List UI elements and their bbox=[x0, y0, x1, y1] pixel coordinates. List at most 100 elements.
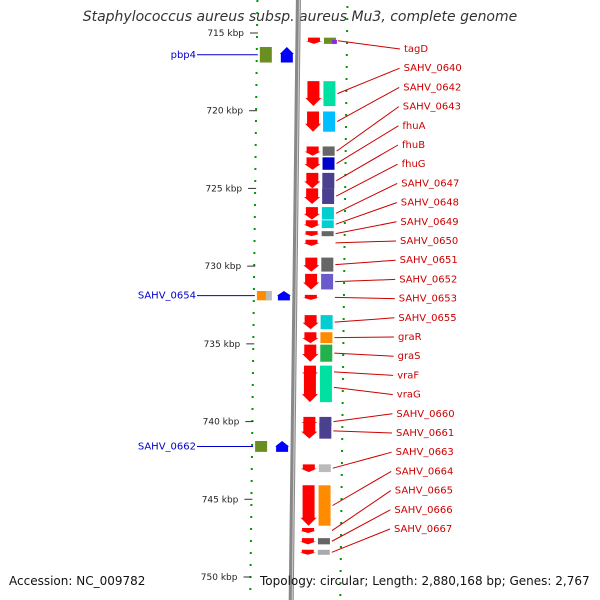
gene-arrow-reverse[interactable] bbox=[303, 273, 320, 290]
cog-category-box bbox=[319, 416, 332, 427]
gene-label-sahv_0662[interactable]: SAHV_0662 bbox=[138, 441, 196, 452]
gene-label-leader bbox=[333, 430, 393, 434]
track-tick-outer bbox=[345, 102, 348, 104]
gene-label-sahv_0664[interactable]: SAHV_0664 bbox=[395, 466, 453, 477]
gene-label-sahv_0667[interactable]: SAHV_0667 bbox=[394, 524, 452, 535]
track-tick-outer bbox=[341, 414, 344, 416]
track-tick-outer bbox=[344, 186, 347, 188]
track-tick-inner bbox=[255, 84, 258, 86]
gene-label-sahv_0648[interactable]: SAHV_0648 bbox=[401, 198, 459, 209]
gene-arrow-reverse[interactable] bbox=[301, 423, 318, 439]
gene-arrow-reverse[interactable] bbox=[304, 157, 321, 170]
gene-label-fhua[interactable]: fhuA bbox=[402, 121, 425, 132]
gene-label-leader bbox=[335, 202, 397, 225]
gene-label-sahv_0647[interactable]: SAHV_0647 bbox=[401, 178, 459, 189]
gene-arrow-reverse[interactable] bbox=[305, 81, 322, 107]
gene-label-sahv_0660[interactable]: SAHV_0660 bbox=[396, 409, 454, 420]
gene-label-fhug[interactable]: fhuG bbox=[402, 159, 426, 170]
gene-label-sahv_0663[interactable]: SAHV_0663 bbox=[396, 447, 454, 458]
cog-category-box bbox=[321, 273, 334, 290]
gene-arrow-reverse[interactable] bbox=[302, 332, 319, 344]
gene-arrow-reverse[interactable] bbox=[303, 220, 320, 229]
cog-category-box bbox=[323, 81, 336, 107]
track-tick-outer bbox=[339, 570, 342, 572]
gene-label-sahv_0666[interactable]: SAHV_0666 bbox=[394, 505, 452, 516]
track-tick-outer bbox=[340, 522, 343, 524]
gene-label-fhub[interactable]: fhuB bbox=[402, 140, 425, 151]
gene-arrow-reverse[interactable] bbox=[300, 485, 317, 526]
ruler-label: 750 kbp bbox=[201, 573, 238, 583]
gene-arrow-reverse[interactable] bbox=[305, 111, 322, 132]
track-tick-outer bbox=[340, 462, 343, 464]
gene-arrow-reverse[interactable] bbox=[301, 372, 318, 403]
track-tick-outer bbox=[340, 534, 343, 536]
gene-label-sahv_0643[interactable]: SAHV_0643 bbox=[403, 102, 461, 113]
gene-label-sahv_0665[interactable]: SAHV_0665 bbox=[395, 486, 453, 497]
cog-category-box bbox=[318, 464, 331, 473]
gene-arrow-reverse[interactable] bbox=[304, 188, 321, 204]
gene-label-sahv_0654[interactable]: SAHV_0654 bbox=[138, 291, 196, 302]
gene-arrow-reverse[interactable] bbox=[300, 528, 317, 534]
gene-label-sahv_0652[interactable]: SAHV_0652 bbox=[399, 274, 457, 285]
ruler-label: 720 kbp bbox=[206, 107, 243, 117]
cog-category-box bbox=[321, 207, 334, 220]
track-tick-inner bbox=[252, 360, 255, 362]
gene-arrow-reverse[interactable] bbox=[304, 172, 321, 189]
track-tick-inner bbox=[251, 444, 254, 446]
gene-arrow-reverse[interactable] bbox=[305, 37, 322, 44]
gene-arrow-reverse[interactable] bbox=[303, 257, 320, 272]
gene-arrow-reverse[interactable] bbox=[299, 538, 316, 545]
gene-arrow-reverse[interactable] bbox=[302, 344, 319, 362]
gene-arrow-reverse[interactable] bbox=[302, 294, 319, 300]
track-tick-inner bbox=[256, 12, 259, 14]
track-tick-inner bbox=[251, 384, 254, 386]
gene-label-sahv_0655[interactable]: SAHV_0655 bbox=[398, 313, 456, 324]
gene-arrow-reverse[interactable] bbox=[303, 239, 320, 246]
gene-arrow-forward[interactable] bbox=[275, 441, 290, 452]
track-tick-inner bbox=[253, 228, 256, 230]
gene-label-sahv_0661[interactable]: SAHV_0661 bbox=[396, 428, 454, 439]
gene-label-leader bbox=[331, 490, 392, 531]
gene-label-sahv_0653[interactable]: SAHV_0653 bbox=[399, 294, 457, 305]
track-tick-outer bbox=[345, 114, 348, 116]
track-tick-outer bbox=[342, 318, 345, 320]
gene-label-pbp4[interactable]: pbp4 bbox=[171, 50, 196, 61]
gene-label-leader bbox=[335, 240, 397, 244]
track-tick-outer bbox=[344, 138, 347, 140]
gene-label-vrag[interactable]: vraG bbox=[397, 390, 421, 401]
gene-arrow-reverse[interactable] bbox=[302, 315, 319, 330]
gene-arrow-forward[interactable] bbox=[276, 291, 291, 301]
gene-arrow-reverse[interactable] bbox=[300, 464, 317, 473]
gene-label-gras[interactable]: graS bbox=[398, 351, 421, 362]
gene-label-vraf[interactable]: vraF bbox=[397, 370, 419, 381]
gene-label-leader bbox=[335, 259, 396, 266]
gene-arrow-forward[interactable] bbox=[279, 46, 294, 63]
track-tick-inner bbox=[254, 180, 257, 182]
gene-label-sahv_0650[interactable]: SAHV_0650 bbox=[400, 236, 458, 247]
gene-arrow-reverse[interactable] bbox=[303, 207, 320, 220]
gene-label-sahv_0642[interactable]: SAHV_0642 bbox=[403, 82, 461, 93]
track-tick-outer bbox=[343, 246, 346, 248]
gene-label-grar[interactable]: graR bbox=[398, 332, 422, 343]
gene-arrow-reverse[interactable] bbox=[299, 549, 316, 555]
ruler-label: 740 kbp bbox=[203, 418, 240, 428]
track-tick-outer bbox=[342, 294, 345, 296]
gene-label-leader bbox=[334, 352, 394, 357]
genome-info-text: Topology: circular; Length: 2,880,168 bp… bbox=[260, 574, 590, 588]
track-tick-outer bbox=[341, 438, 344, 440]
gene-arrow-reverse[interactable] bbox=[303, 231, 320, 237]
gene-label-sahv_0651[interactable]: SAHV_0651 bbox=[400, 255, 458, 266]
gene-label-tagd[interactable]: tagD bbox=[404, 44, 428, 55]
track-tick-outer bbox=[345, 78, 348, 80]
gene-label-sahv_0640[interactable]: SAHV_0640 bbox=[404, 63, 462, 74]
track-tick-outer bbox=[344, 150, 347, 152]
track-tick-inner bbox=[255, 36, 258, 38]
gene-label-sahv_0649[interactable]: SAHV_0649 bbox=[400, 217, 458, 228]
cog-category-box bbox=[321, 257, 334, 272]
gene-label-leader bbox=[337, 40, 401, 50]
track-tick-inner bbox=[249, 564, 252, 566]
cog-category-box bbox=[322, 146, 335, 156]
gene-arrow-reverse[interactable] bbox=[304, 146, 321, 156]
track-tick-outer bbox=[342, 330, 345, 332]
track-tick-outer bbox=[343, 270, 346, 272]
